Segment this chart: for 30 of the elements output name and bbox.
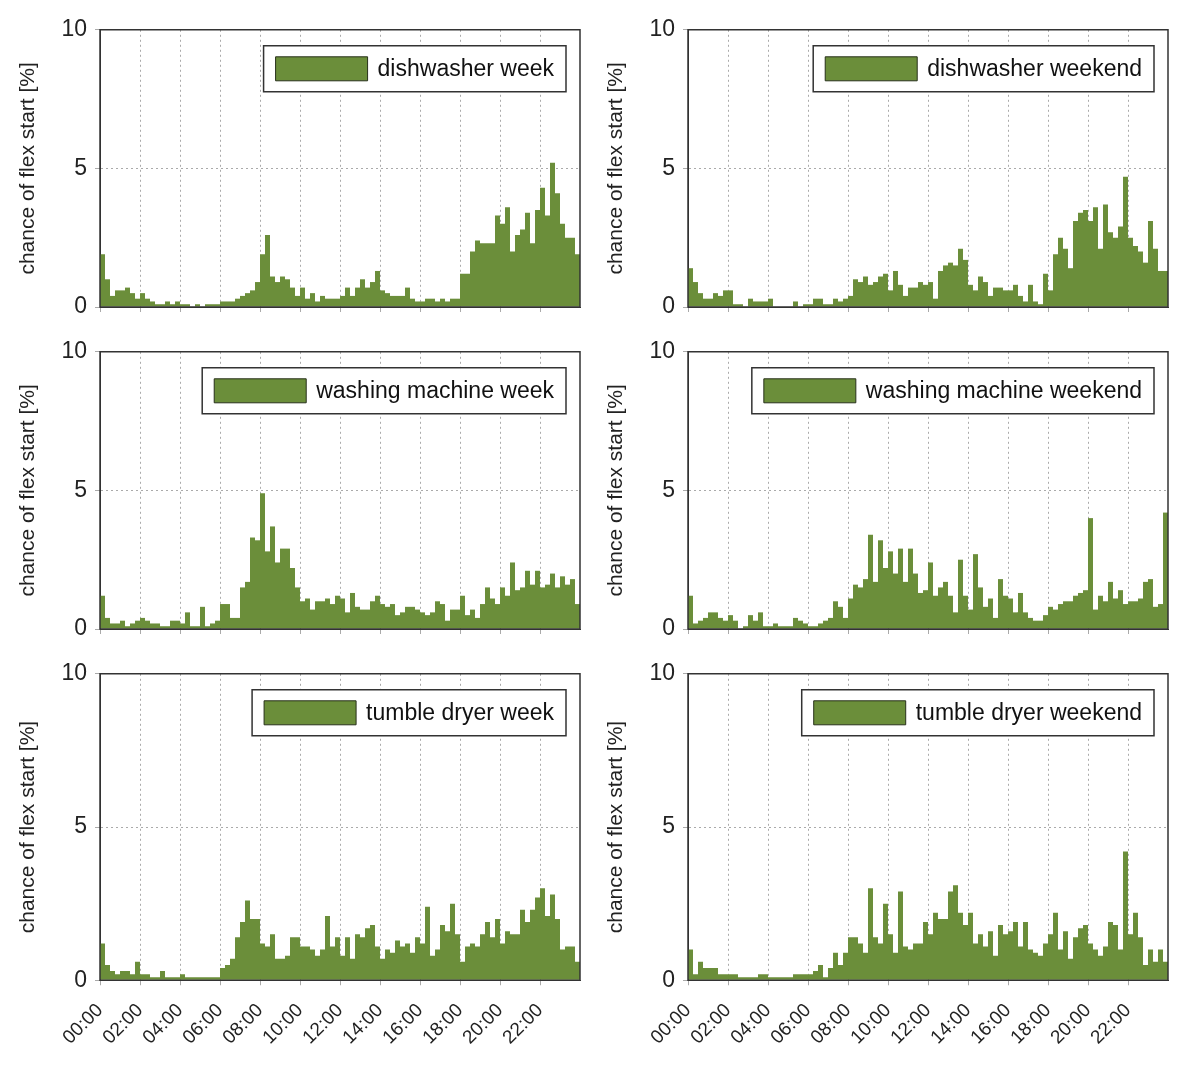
y-tick-label: 5 (74, 153, 87, 180)
y-axis-title: chance of flex start [%] (15, 720, 39, 934)
y-tick-label: 10 (649, 15, 675, 42)
legend-label: dishwasher week (377, 55, 555, 82)
y-tick-label: 10 (61, 15, 87, 42)
y-tick-label: 0 (662, 965, 675, 992)
y-tick-label: 10 (649, 337, 675, 364)
legend-label: tumble dryer week (366, 699, 555, 726)
y-tick-label: 5 (74, 475, 87, 502)
y-axis-title: chance of flex start [%] (603, 720, 627, 934)
y-axis-title: chance of flex start [%] (15, 62, 39, 275)
y-tick-label: 0 (662, 614, 675, 641)
y-tick-label: 10 (649, 659, 675, 686)
y-tick-label: 5 (662, 475, 675, 502)
y-tick-label: 0 (662, 292, 675, 319)
y-tick-label: 0 (74, 965, 87, 992)
y-tick-label: 10 (61, 337, 87, 364)
legend-label: dishwasher weekend (927, 55, 1142, 82)
y-tick-label: 5 (74, 812, 87, 839)
y-tick-label: 5 (662, 812, 675, 839)
legend-label: washing machine weekend (864, 377, 1142, 404)
legend-label: washing machine week (315, 377, 555, 404)
y-tick-label: 0 (74, 292, 87, 319)
y-axis-title: chance of flex start [%] (603, 62, 627, 275)
y-tick-label: 5 (662, 153, 675, 180)
legend-label: tumble dryer weekend (915, 699, 1143, 726)
y-tick-label: 0 (74, 614, 87, 641)
y-axis-title: chance of flex start [%] (603, 384, 627, 597)
y-tick-label: 10 (61, 659, 87, 686)
y-axis-title: chance of flex start [%] (15, 384, 39, 597)
